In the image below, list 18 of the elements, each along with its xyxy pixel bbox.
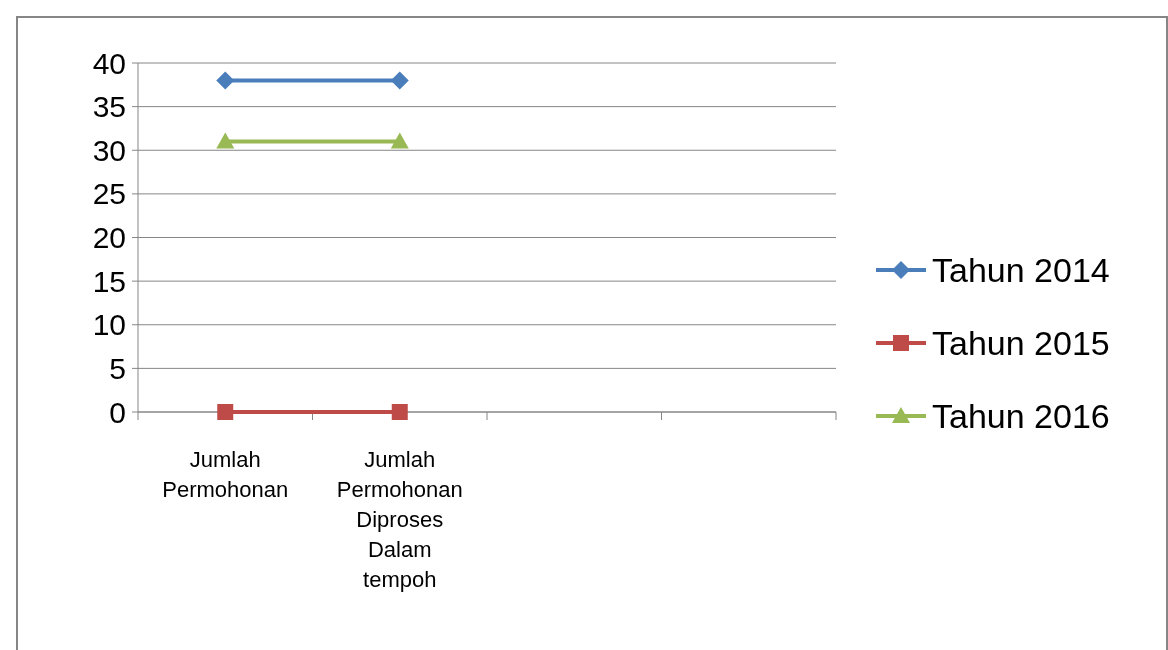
y-tick-label: 0 xyxy=(109,395,126,429)
point xyxy=(390,71,409,90)
y-tick-label: 5 xyxy=(109,351,126,385)
point xyxy=(217,404,234,420)
x-tick-label: Jumlah Permohonan Diproses Dalam tempoh xyxy=(336,447,463,592)
y-tick-label: 25 xyxy=(92,177,126,211)
y-tick-label: 10 xyxy=(92,308,126,342)
legend-label: Tahun 2014 xyxy=(932,250,1110,289)
point xyxy=(391,404,408,420)
y-tick-label: 30 xyxy=(92,133,126,167)
y-tick-label: 20 xyxy=(92,221,126,254)
x-tick-label: Jumlah Permohonan xyxy=(162,447,289,502)
y-tick-label: 40 xyxy=(92,46,126,80)
legend-label: Tahun 2015 xyxy=(932,323,1110,362)
y-tick-label: 15 xyxy=(92,264,126,298)
y-tick-label: 35 xyxy=(92,90,126,124)
legend-label: Tahun 2016 xyxy=(932,396,1110,435)
point xyxy=(216,71,235,90)
